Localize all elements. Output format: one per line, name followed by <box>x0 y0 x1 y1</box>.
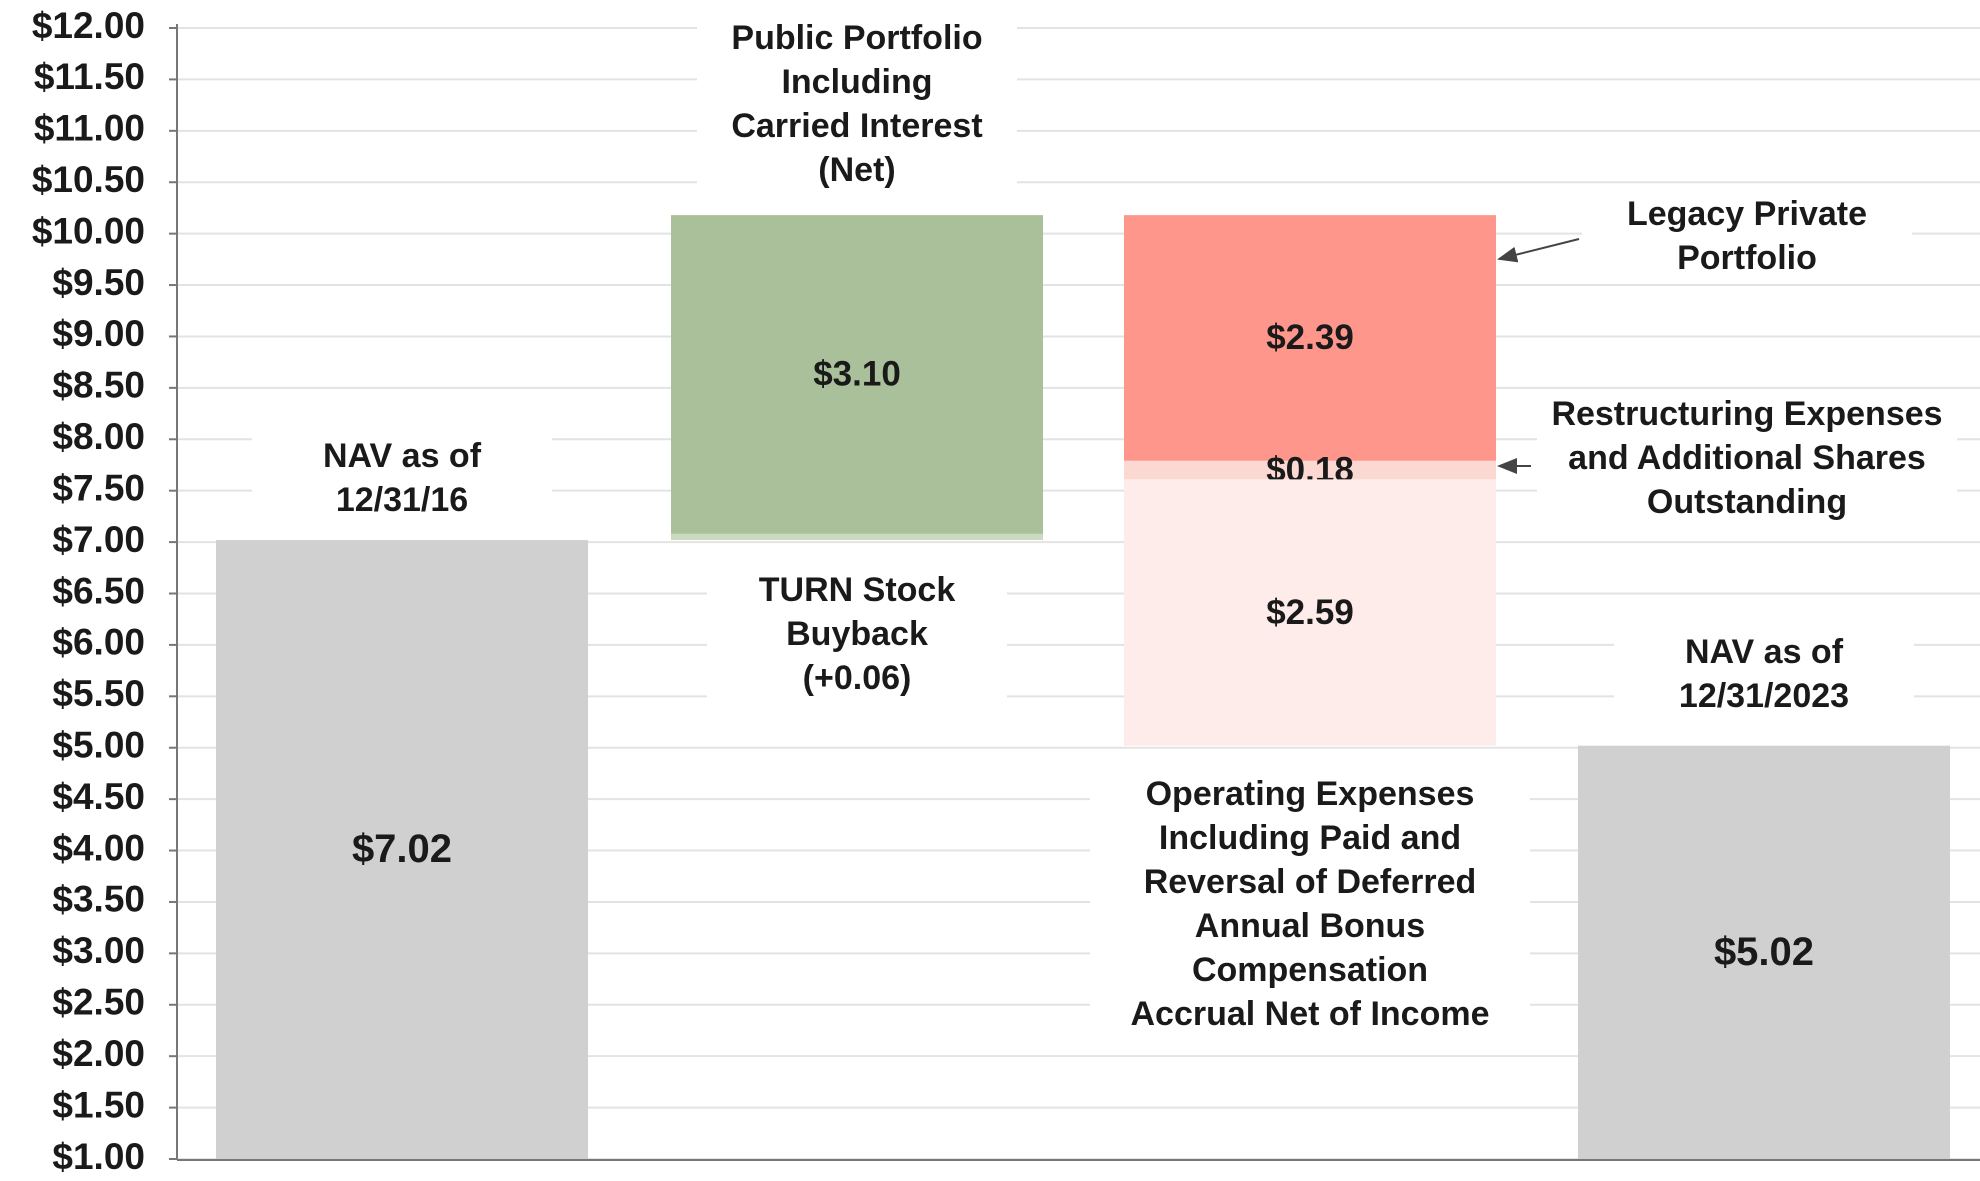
segment-label: Operating Expenses Including Paid and Re… <box>1090 772 1530 1036</box>
y-tick-label: $4.50 <box>52 776 145 817</box>
value-label: $3.10 <box>813 355 901 394</box>
y-tick-label: $10.00 <box>32 210 145 251</box>
y-tick-label: $12.00 <box>32 5 145 46</box>
y-tick-label: $8.50 <box>52 365 145 406</box>
y-tick-label: $5.50 <box>52 673 145 714</box>
y-tick-label: $1.50 <box>52 1084 145 1125</box>
y-tick-label: $7.50 <box>52 467 145 508</box>
y-tick-label: $3.00 <box>52 930 145 971</box>
bars: $7.02$3.10$2.39$0.18$2.59$5.02 <box>216 215 1950 1159</box>
segment-label: Public Portfolio Including Carried Inter… <box>697 16 1017 192</box>
annotation-arrow <box>1497 238 1580 263</box>
y-tick-label: $5.00 <box>52 725 145 766</box>
value-label: $7.02 <box>352 827 452 871</box>
bar-segment <box>1124 460 1496 480</box>
value-label: $2.39 <box>1266 318 1354 357</box>
y-tick-label: $7.00 <box>52 519 145 560</box>
y-tick-label: $10.50 <box>32 159 145 200</box>
y-tick-label: $6.50 <box>52 570 145 611</box>
value-label: $5.02 <box>1714 930 1814 974</box>
bar-segment <box>1124 215 1496 461</box>
y-tick-label: $11.00 <box>34 108 145 149</box>
bar-segment <box>671 215 1043 534</box>
y-tick-label: $1.00 <box>52 1136 145 1177</box>
segment-label: Legacy Private Portfolio <box>1582 192 1912 280</box>
y-tick-label: $2.00 <box>52 1033 145 1074</box>
y-tick-label: $4.00 <box>52 827 145 868</box>
segment-label: Restructuring Expenses and Additional Sh… <box>1537 392 1957 524</box>
segment-label: TURN Stock Buyback (+0.06) <box>707 568 1007 700</box>
bar-segment <box>1578 745 1950 1159</box>
segment-label: NAV as of 12/31/16 <box>252 434 552 522</box>
y-tick-label: $11.50 <box>34 56 145 97</box>
bar-segment <box>216 540 588 1159</box>
y-tick-label: $8.00 <box>52 416 145 457</box>
y-tick-label: $6.00 <box>52 622 145 663</box>
y-tick-label: $3.50 <box>52 879 145 920</box>
value-label: $2.59 <box>1266 593 1354 632</box>
bar-segment <box>671 533 1043 541</box>
bar-segment <box>1124 479 1496 746</box>
segment-label: NAV as of 12/31/2023 <box>1614 630 1914 718</box>
y-tick-label: $2.50 <box>52 982 145 1023</box>
y-tick-label: $9.00 <box>52 313 145 354</box>
y-tick-label: $9.50 <box>52 262 145 303</box>
